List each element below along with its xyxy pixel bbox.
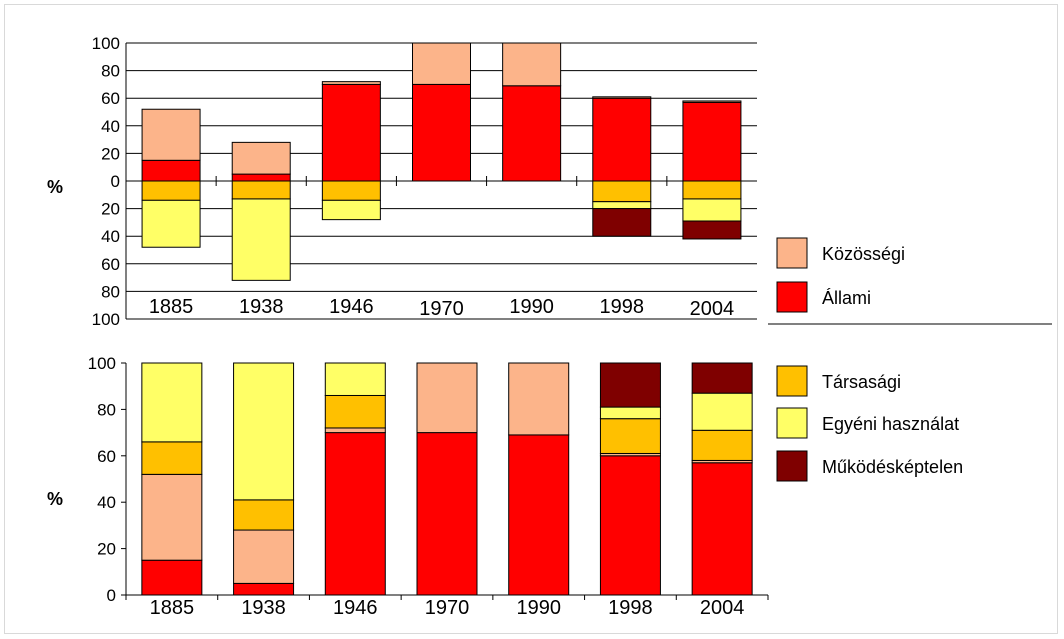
top-bar-segment bbox=[321, 83, 381, 182]
bottom-bar-segment bbox=[233, 362, 295, 501]
legend-swatch bbox=[776, 237, 808, 269]
bottom-bar-segment bbox=[233, 529, 295, 584]
top-bar-segment bbox=[592, 180, 652, 203]
bottom-bar-segment bbox=[324, 432, 386, 596]
legend-label: Társasági bbox=[822, 372, 901, 392]
bottom-bar-segment bbox=[141, 441, 203, 475]
top-y-tick-label: 0 bbox=[111, 172, 120, 191]
top-x-tick-label: 1946 bbox=[329, 296, 374, 318]
top-x-tick-label: 2004 bbox=[690, 298, 735, 320]
legend-swatch bbox=[776, 450, 808, 482]
bottom-bar-segment bbox=[141, 362, 203, 443]
legend-swatch bbox=[776, 407, 808, 439]
legend-swatch bbox=[776, 281, 808, 313]
bottom-x-tick-label: 1946 bbox=[333, 597, 378, 619]
bottom-x-tick-label: 1938 bbox=[241, 597, 286, 619]
bottom-bar-segment bbox=[599, 418, 661, 454]
top-bar-segment bbox=[231, 141, 291, 175]
top-bar-segment bbox=[231, 198, 291, 281]
bottom-y-axis-label: % bbox=[47, 489, 63, 509]
top-bar-segment bbox=[231, 180, 291, 200]
bottom-bar-segment bbox=[691, 429, 753, 461]
legend-label: Állami bbox=[822, 288, 871, 308]
bottom-bar-segment bbox=[141, 473, 203, 561]
bottom-y-tick-label: 80 bbox=[97, 400, 116, 419]
bottom-y-tick-label: 20 bbox=[97, 540, 116, 559]
top-bar-segment bbox=[682, 180, 742, 200]
top-y-axis-label: % bbox=[47, 177, 63, 197]
top-bar-segment bbox=[502, 42, 562, 87]
bottom-bar-segment bbox=[233, 499, 295, 531]
top-y-tick-label: 80 bbox=[101, 62, 120, 81]
bottom-x-tick-label: 2004 bbox=[700, 597, 745, 619]
bottom-bar-segment bbox=[599, 362, 661, 408]
top-x-tick-label: 1970 bbox=[419, 298, 464, 320]
bottom-y-tick-label: 40 bbox=[97, 493, 116, 512]
top-bar-segment bbox=[682, 220, 742, 240]
bottom-bar-segment bbox=[599, 455, 661, 596]
top-x-tick-label: 1998 bbox=[600, 296, 645, 318]
top-x-tick-label: 1938 bbox=[239, 296, 284, 318]
top-y-tick-label: 40 bbox=[101, 117, 120, 136]
top-y-tick-label: 40 bbox=[101, 227, 120, 246]
top-bar-segment bbox=[502, 85, 562, 182]
legend-swatch bbox=[776, 365, 808, 397]
top-y-tick-label: 80 bbox=[101, 282, 120, 301]
top-bar-segment bbox=[682, 101, 742, 182]
bottom-bar-segment bbox=[508, 434, 570, 596]
top-y-tick-label: 100 bbox=[92, 34, 120, 53]
bottom-y-tick-label: 0 bbox=[107, 586, 116, 605]
bottom-bar-segment bbox=[691, 362, 753, 394]
bottom-bar-segment bbox=[324, 394, 386, 429]
top-bar-segment bbox=[412, 42, 471, 85]
bottom-bar-segment bbox=[324, 362, 386, 396]
top-bar-segment bbox=[321, 81, 381, 85]
top-bar-segment bbox=[141, 159, 201, 182]
top-y-tick-label: 100 bbox=[92, 310, 120, 329]
bottom-bar-segment bbox=[141, 559, 203, 596]
top-bar-segment bbox=[321, 180, 381, 201]
legend-label: Közösségi bbox=[822, 244, 905, 264]
top-bar-segment bbox=[141, 180, 201, 201]
bottom-y-tick-label: 60 bbox=[97, 447, 116, 466]
bottom-bar-segment bbox=[691, 392, 753, 431]
bottom-bar-segment bbox=[324, 427, 386, 434]
legend-label: Egyéni használat bbox=[822, 414, 959, 434]
bottom-x-tick-label: 1998 bbox=[608, 597, 653, 619]
bottom-x-tick-label: 1970 bbox=[425, 597, 470, 619]
bottom-bar-segment bbox=[416, 362, 478, 434]
top-bar-segment bbox=[141, 199, 201, 248]
bottom-y-tick-label: 100 bbox=[88, 354, 116, 373]
top-bar-segment bbox=[412, 83, 471, 182]
top-x-tick-label: 1990 bbox=[509, 296, 554, 318]
top-bar-segment bbox=[592, 208, 652, 237]
top-bar-segment bbox=[682, 198, 742, 222]
bottom-bar-segment bbox=[508, 362, 570, 436]
bottom-bar-segment bbox=[416, 432, 478, 596]
top-y-tick-label: 20 bbox=[101, 200, 120, 219]
legend-label: Működésképtelen bbox=[822, 457, 963, 477]
top-bar-segment bbox=[321, 199, 381, 221]
top-bar-segment bbox=[592, 96, 652, 99]
bottom-bar-segment bbox=[599, 406, 661, 420]
top-bar-segment bbox=[682, 100, 742, 103]
top-bar-segment bbox=[592, 97, 652, 182]
top-y-tick-label: 60 bbox=[101, 89, 120, 108]
bottom-bar-segment bbox=[691, 462, 753, 596]
bottom-x-tick-label: 1885 bbox=[150, 597, 195, 619]
top-bar-segment bbox=[231, 173, 291, 182]
bottom-x-tick-label: 1990 bbox=[516, 597, 561, 619]
top-bar-segment bbox=[592, 201, 652, 210]
top-y-tick-label: 20 bbox=[101, 144, 120, 163]
top-x-tick-label: 1885 bbox=[149, 296, 194, 318]
top-y-tick-label: 60 bbox=[101, 255, 120, 274]
bottom-bar-segment bbox=[233, 582, 295, 596]
top-bar-segment bbox=[141, 108, 201, 161]
